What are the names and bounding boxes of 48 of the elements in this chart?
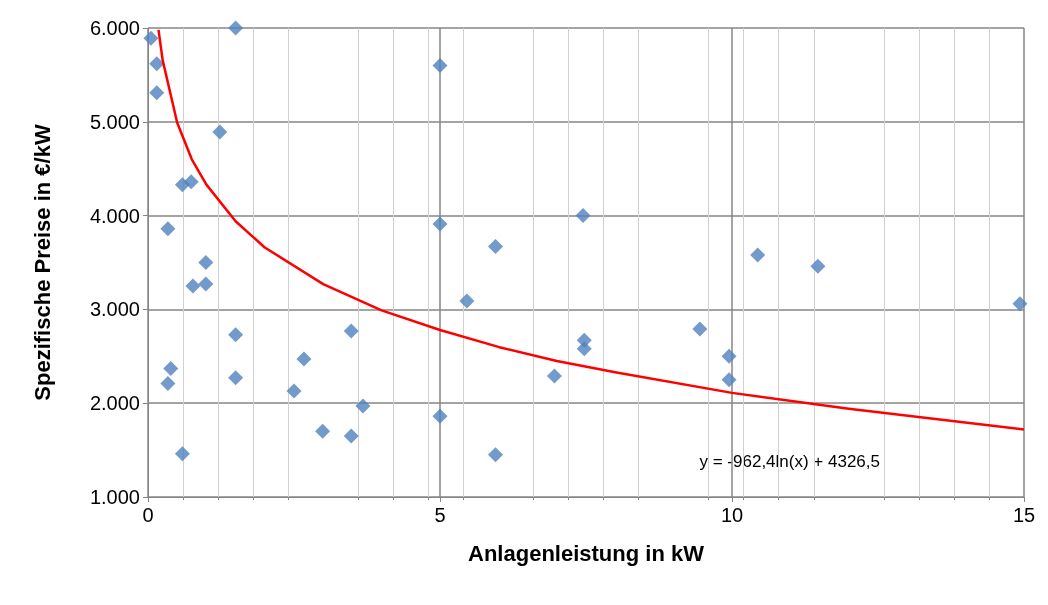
y-tick-label: 1.000 [89,486,140,508]
point [487,239,503,255]
point [143,30,159,46]
point [185,278,201,294]
point [183,174,199,190]
point [459,293,475,309]
point [432,216,448,232]
point [487,447,503,463]
y-tick-label: 3.000 [89,298,140,321]
y-tick-label: 5.000 [89,110,140,133]
point [692,321,708,337]
point [198,276,214,292]
x-tick-label: 10 [720,504,744,526]
point [750,247,766,263]
point [286,383,302,399]
point [432,58,448,74]
point [149,56,165,72]
point [160,376,176,391]
point [343,323,359,339]
point [576,341,592,357]
y-tick-label: 2.000 [89,392,140,415]
point [810,258,826,274]
point [575,208,591,224]
y-tick-label: 6.000 [89,17,140,39]
point [212,124,228,140]
point [228,327,244,343]
y-axis-title: Spezifische Preise in €/kW [29,124,55,401]
point [343,428,359,444]
point [721,372,737,388]
x-tick-label: 5 [434,504,446,526]
x-axis-title: Anlagenleistung in kW [468,540,705,566]
point [174,446,190,462]
point [546,368,562,384]
point [160,221,176,237]
point [432,408,448,424]
point [355,398,371,414]
point [228,20,244,36]
point [198,255,214,270]
point [149,85,165,101]
x-tick-label: 15 [1012,504,1036,526]
point [296,351,312,367]
point [1012,296,1028,312]
point [228,370,244,386]
point [721,348,737,364]
point [163,360,179,376]
point [315,423,331,439]
x-tick-label: 0 [142,504,154,526]
y-tick-label: 4.000 [89,204,140,227]
